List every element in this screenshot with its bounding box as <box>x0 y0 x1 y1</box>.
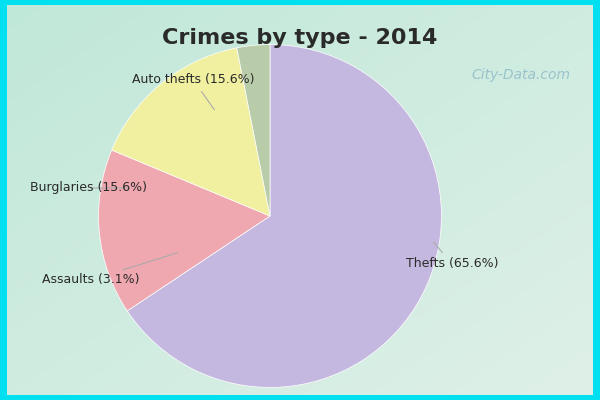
Text: Auto thefts (15.6%): Auto thefts (15.6%) <box>132 74 254 110</box>
Text: Thefts (65.6%): Thefts (65.6%) <box>406 242 498 270</box>
Wedge shape <box>112 48 270 216</box>
Text: Burglaries (15.6%): Burglaries (15.6%) <box>30 182 147 194</box>
Text: City-Data.com: City-Data.com <box>471 68 570 82</box>
Text: Assaults (3.1%): Assaults (3.1%) <box>42 253 178 286</box>
Wedge shape <box>98 150 270 311</box>
Wedge shape <box>127 44 442 388</box>
Text: Crimes by type - 2014: Crimes by type - 2014 <box>163 28 437 48</box>
Wedge shape <box>237 44 270 216</box>
